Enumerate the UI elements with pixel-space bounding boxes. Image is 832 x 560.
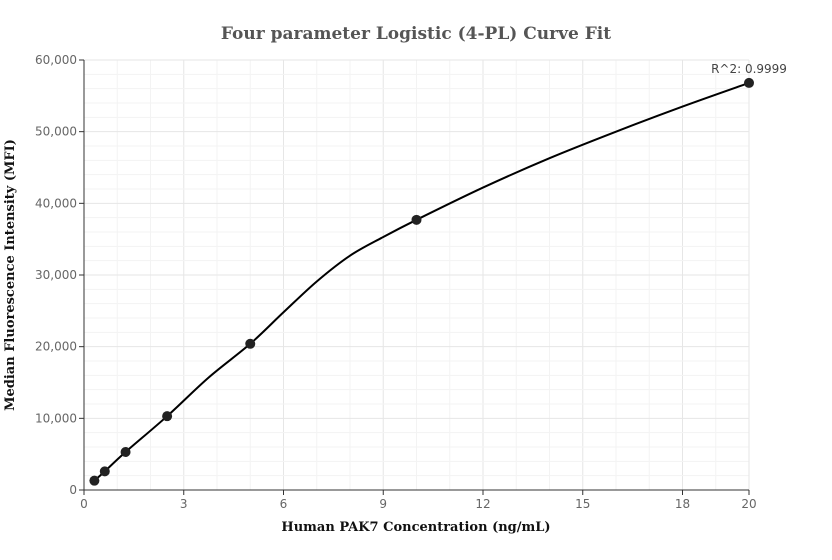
y-axis-title: Median Fluorescence Intensity (MFI)	[3, 139, 18, 411]
data-point	[411, 214, 422, 225]
x-axis-title: Human PAK7 Concentration (ng/mL)	[281, 520, 550, 535]
data-point	[162, 411, 173, 422]
x-tick-label: 9	[379, 497, 387, 511]
y-tick-label: 60,000	[35, 53, 77, 67]
x-tick-label: 20	[741, 497, 756, 511]
y-tick-label: 50,000	[35, 125, 77, 139]
y-tick-label: 30,000	[35, 268, 77, 282]
y-tick-label: 0	[69, 483, 77, 497]
grid	[84, 59, 750, 490]
x-tick-label: 0	[80, 497, 88, 511]
tick-labels: 0 3 6 9 12 15 18 20 0 10,000 20,000 30,000 40,000 50,…	[35, 53, 757, 511]
data-point	[744, 77, 754, 88]
data-points	[89, 77, 754, 486]
x-tick-label: 6	[280, 497, 288, 511]
y-tick-label: 10,000	[35, 411, 77, 425]
y-tick-label: 20,000	[35, 340, 77, 354]
chart-title: Four parameter Logistic (4-PL) Curve Fit	[221, 24, 611, 44]
data-point	[120, 447, 131, 458]
data-point	[89, 475, 100, 486]
y-tick-label: 40,000	[35, 196, 77, 210]
r-squared-annotation: R^2: 0.9999	[711, 62, 787, 76]
data-point	[245, 338, 256, 349]
x-tick-label: 18	[675, 497, 690, 511]
x-tick-label: 15	[575, 497, 590, 511]
x-tick-label: 12	[475, 497, 490, 511]
fit-curve-line	[93, 81, 750, 482]
x-tick-label: 3	[180, 497, 188, 511]
data-point	[99, 466, 110, 477]
axes	[79, 59, 750, 495]
